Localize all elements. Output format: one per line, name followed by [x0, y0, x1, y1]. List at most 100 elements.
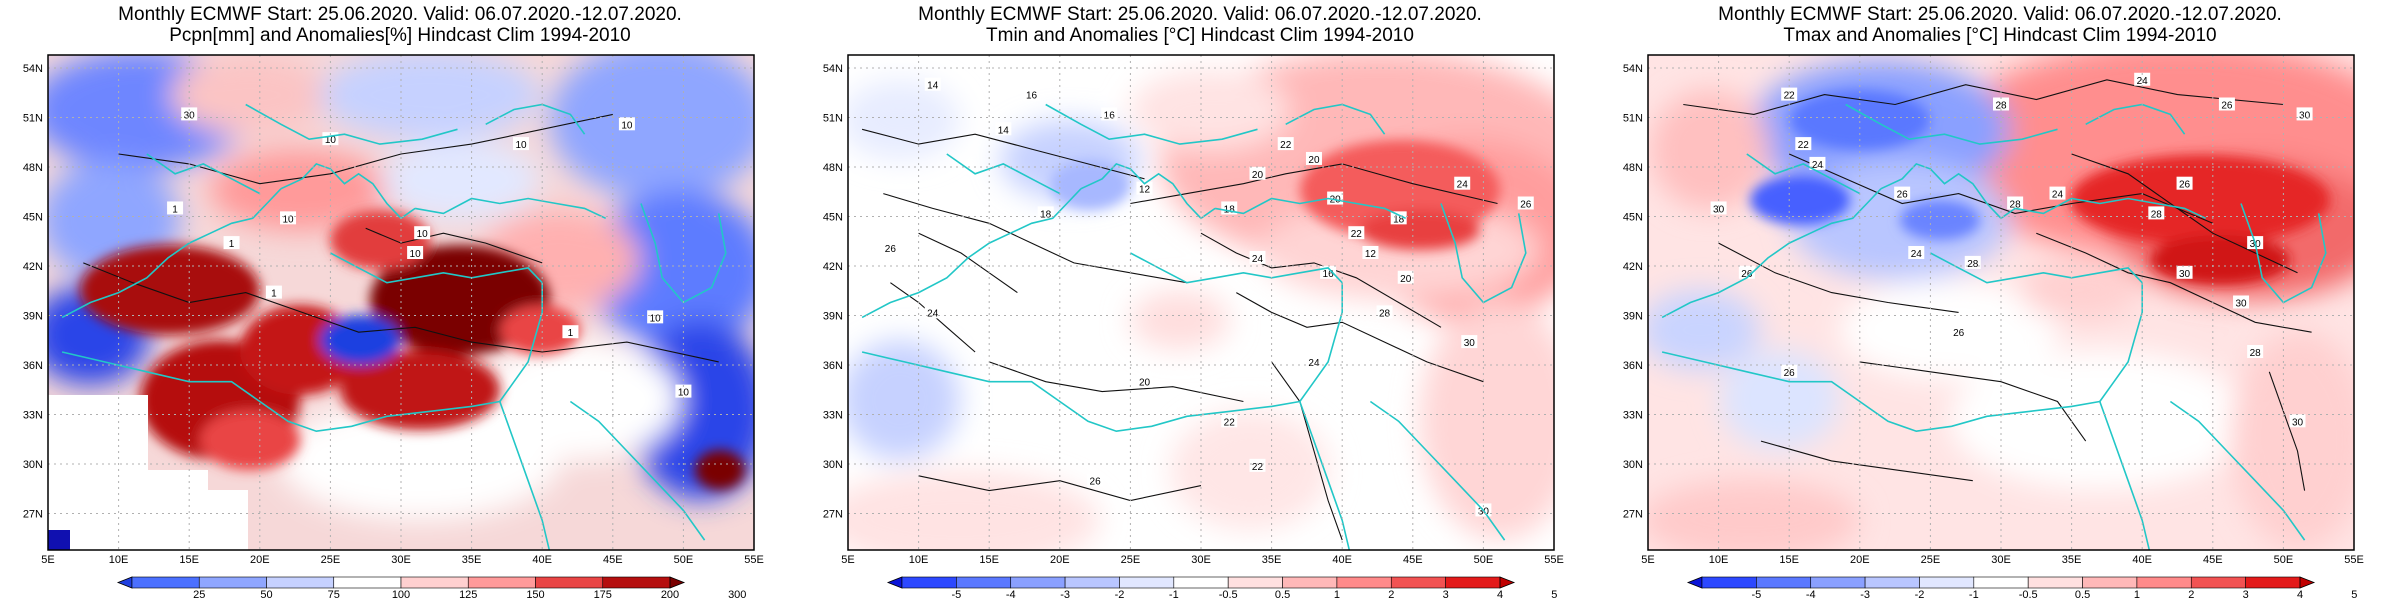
colorbar-tick-label: 125 [459, 589, 477, 600]
lon-tick-label: 25E [1921, 554, 1941, 566]
lon-tick-label: 35E [2062, 554, 2082, 566]
contour-line [1200, 232, 1442, 328]
colorbar-tick-label: 5 [1551, 589, 1557, 600]
lon-tick-label: 30E [1991, 554, 2011, 566]
map-frame-tmax [1647, 54, 2355, 551]
coastline [1045, 103, 1258, 145]
contour-label: 20 [1139, 378, 1151, 389]
lon-tick-label: 15E [1779, 554, 1799, 566]
lon-tick-label: 50E [1474, 554, 1494, 566]
lat-tick-label: 30N [1623, 459, 1643, 471]
panel-tmax: Monthly ECMWF Start: 25.06.2020. Valid: … [1623, 4, 2364, 601]
contour-label: 16 [1104, 110, 1116, 121]
colorbar-segment [1756, 576, 1812, 589]
coastline [146, 153, 261, 195]
coastline [280, 162, 416, 220]
contour-line [1760, 440, 1973, 482]
contour-label: 26 [2179, 180, 2191, 191]
colorbar-tick-label: 50 [260, 589, 272, 600]
colorbar-tick-label: 150 [526, 589, 544, 600]
contour-label-box [2289, 414, 2306, 428]
lat-tick-label: 33N [823, 410, 843, 422]
coastline [1746, 153, 1861, 195]
contour-line [2268, 371, 2306, 491]
lat-tick-label: 27N [823, 509, 843, 521]
gridlines-tmin [848, 55, 1554, 550]
contour-label-box [1908, 246, 1925, 259]
contour-label-box [2049, 186, 2066, 200]
colorbar-tick-label: 1 [1334, 589, 1340, 600]
lon-tick-label: 25E [321, 554, 341, 566]
colorbar-segment [2136, 576, 2192, 589]
colorbar-precipitation: 25 50 75 100 125 150 175 200 300 [116, 576, 746, 601]
coastline [1214, 197, 1407, 220]
tmax-contours: 2224263028222426283024262830262428302630… [1683, 72, 2313, 491]
contour-line [918, 475, 1202, 502]
contour-label-box [995, 122, 1012, 136]
contour-label-box [1964, 255, 1981, 269]
contour-label-box [223, 236, 240, 250]
contour-label: 1 [172, 204, 178, 215]
panel-tmin-title-line1: Monthly ECMWF Start: 25.06.2020. Valid: … [918, 4, 1482, 25]
contour-label-box [1950, 325, 1967, 339]
contour-line [118, 113, 613, 185]
contour-label: 14 [998, 125, 1010, 136]
lat-tick-label: 27N [1623, 509, 1643, 521]
colorbar-tick-label: -3 [1060, 589, 1070, 600]
colorbar-tick-label: -3 [1860, 589, 1870, 600]
contour-label-box [1397, 270, 1414, 284]
contour-label-box [1809, 156, 1826, 170]
coastline [946, 153, 1061, 195]
contour-label: 10 [678, 388, 690, 399]
colorbar-segment [1810, 576, 1866, 589]
colorbar-segment [1173, 576, 1229, 589]
lat-tick-label: 30N [23, 459, 43, 471]
lon-tick-label: 30E [391, 554, 411, 566]
contour-label-box [513, 137, 530, 151]
contour-label-box [1390, 211, 1407, 225]
contour-label: 24 [1812, 160, 1824, 171]
contour-label: 22 [1784, 91, 1796, 102]
contour-label: 30 [2179, 269, 2191, 280]
contour-label-box [882, 241, 899, 255]
contour-label-box [1454, 176, 1471, 190]
contour-label-box [2218, 97, 2235, 111]
contour-label: 14 [927, 81, 939, 92]
lon-tick-label: 10E [1709, 554, 1729, 566]
axis-labels-tmax: 5E 10E 15E 20E 25E 30E 35E 40E 45E 50E 55E 54N 51N 48… [1623, 63, 2364, 566]
lon-tick-label: 10E [909, 554, 929, 566]
coastline [861, 351, 1300, 433]
coastline [61, 351, 500, 433]
coastline [2014, 197, 2207, 220]
contour-label-box [1305, 151, 1322, 165]
colorbar-segment [1010, 576, 1066, 589]
contour-line [918, 232, 1018, 294]
contour-line [2036, 232, 2312, 333]
colorbar-tick-label: -2 [1115, 589, 1125, 600]
colorbar-tick-label: 200 [661, 589, 679, 600]
contour-label-box [2233, 295, 2250, 309]
contour-label: 20 [1308, 155, 1320, 166]
coastline [2169, 400, 2306, 541]
lon-tick-label: 40E [1332, 554, 1352, 566]
lon-tick-label: 10E [109, 554, 129, 566]
contour-label: 18 [1224, 204, 1236, 215]
contour-label-box [1894, 186, 1911, 200]
contour-label: 18 [1393, 214, 1405, 225]
colorbar-segment [1390, 576, 1446, 589]
panel-precipitation-title-line1: Monthly ECMWF Start: 25.06.2020. Valid: … [118, 4, 682, 25]
contour-label: 22 [1224, 417, 1236, 428]
lat-tick-label: 48N [823, 162, 843, 174]
colorbar-segment [1227, 576, 1283, 589]
contour-line [989, 361, 1244, 403]
lon-tick-label: 20E [250, 554, 270, 566]
contour-label: 24 [1911, 249, 1923, 260]
lon-tick-label: 50E [674, 554, 694, 566]
contour-label: 22 [1798, 140, 1810, 151]
coastlines-tmax [1661, 103, 2327, 551]
contour-label-box [167, 201, 184, 215]
coastline [1130, 252, 1343, 284]
colorbar-segment [198, 576, 267, 589]
